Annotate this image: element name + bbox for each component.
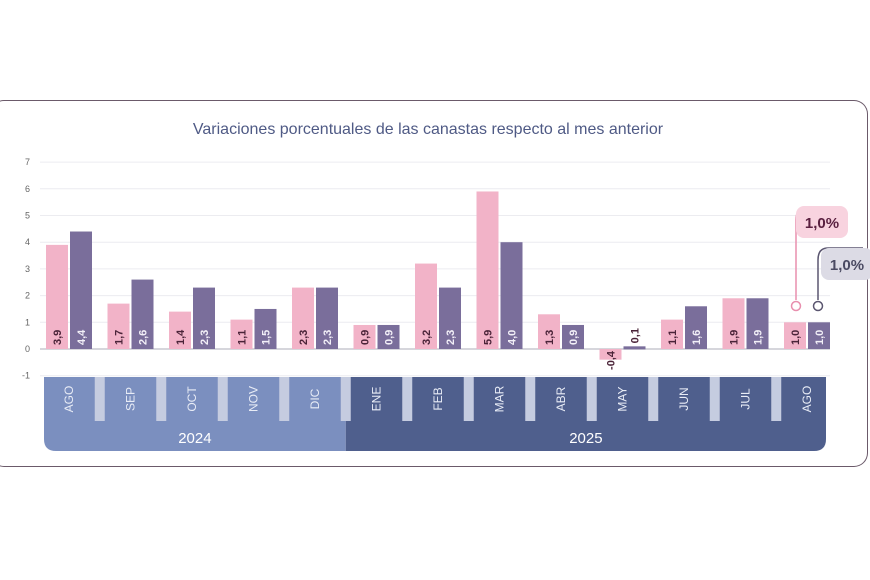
value-label: -0,4	[606, 350, 618, 370]
pink-bar	[476, 191, 499, 349]
month-label: JUN	[677, 387, 691, 410]
month-separator	[463, 377, 474, 421]
month-label: AGO	[62, 386, 76, 413]
month-label: FEB	[431, 387, 445, 410]
value-label: 2,3	[298, 330, 310, 345]
month-label: MAR	[493, 385, 507, 412]
purple-bar	[439, 287, 461, 349]
callout-line	[817, 247, 863, 300]
value-label: 3,2	[421, 330, 433, 345]
value-label: 1,0	[790, 330, 802, 345]
month-separator	[94, 377, 105, 421]
callout-marker	[790, 300, 802, 312]
value-label: 2,6	[138, 330, 150, 345]
pink-bar	[169, 311, 191, 349]
value-label: 1,7	[114, 330, 126, 345]
month-separator	[340, 377, 351, 421]
month-separator	[586, 377, 597, 421]
month-separator	[709, 377, 720, 421]
callout-label: 1,0%	[805, 215, 839, 232]
y-tick-label: 3	[25, 264, 30, 274]
pink-bar	[230, 319, 253, 349]
month-label: ENE	[370, 387, 384, 412]
value-label: 2,3	[199, 330, 211, 345]
purple-bar	[193, 287, 215, 349]
pink-bar	[661, 319, 683, 349]
purple-bar	[623, 346, 646, 350]
purple-bar	[70, 231, 92, 349]
month-label: NOV	[247, 386, 261, 412]
pink-bar	[107, 303, 130, 349]
value-label: 1,3	[544, 330, 556, 345]
callout-marker	[812, 300, 824, 312]
month-label: OCT	[185, 386, 199, 412]
y-tick-label: 4	[25, 237, 30, 247]
month-label: JUL	[739, 388, 753, 410]
month-separator	[156, 377, 167, 421]
pink-bar	[46, 244, 68, 349]
value-label: 1,0	[814, 330, 826, 345]
value-label: 1,6	[691, 330, 703, 345]
purple-bar	[131, 279, 154, 349]
pink-bar	[784, 322, 806, 349]
month-separator	[279, 377, 290, 421]
value-label: 5,9	[483, 330, 495, 345]
y-tick-label: 0	[25, 344, 30, 354]
month-separator	[648, 377, 659, 421]
pink-bar	[353, 324, 376, 349]
value-label: 2,3	[445, 330, 457, 345]
y-tick-label: -1	[22, 371, 30, 381]
value-label: 1,9	[729, 330, 741, 345]
purple-bar	[500, 242, 523, 349]
value-label: 0,9	[568, 330, 580, 345]
month-label: SEP	[124, 387, 138, 411]
chart-title: Variaciones porcentuales de las canastas…	[193, 121, 664, 138]
month-label: ABR	[554, 386, 568, 411]
month-separator	[525, 377, 536, 421]
value-label: 0,9	[384, 330, 396, 345]
purple-bar	[316, 287, 338, 349]
month-label: DIC	[308, 388, 322, 409]
value-label: 0,9	[360, 330, 372, 345]
month-separator	[217, 377, 228, 421]
pink-bar	[538, 314, 560, 349]
year-label: 2024	[178, 430, 211, 447]
month-separator	[402, 377, 413, 421]
value-label: 0,1	[630, 328, 642, 343]
y-tick-label: 6	[25, 184, 30, 194]
value-label: 4,0	[507, 330, 519, 345]
y-tick-label: 2	[25, 291, 30, 301]
pink-bar	[415, 263, 437, 349]
y-tick-label: 5	[25, 211, 30, 221]
value-label: 2,3	[322, 330, 334, 345]
y-tick-label: 7	[25, 157, 30, 167]
chart-frame	[0, 100, 868, 467]
purple-bar	[562, 324, 584, 349]
callout-label: 1,0%	[830, 257, 864, 274]
pink-bar	[599, 349, 622, 360]
month-label: AGO	[800, 386, 814, 413]
purple-bar	[254, 308, 277, 349]
month-label: MAY	[616, 386, 630, 411]
value-label: 4,4	[76, 329, 88, 345]
year-band	[44, 377, 346, 451]
value-label: 1,1	[667, 330, 679, 345]
value-label: 1,1	[237, 330, 249, 345]
callout-box-purple	[821, 248, 870, 280]
value-label: 1,9	[753, 330, 765, 345]
value-label: 1,4	[175, 329, 187, 345]
pink-bar	[292, 287, 314, 349]
y-tick-label: 1	[25, 317, 30, 327]
callout-box-pink	[796, 206, 848, 238]
purple-bar	[685, 306, 707, 349]
purple-bar	[746, 298, 769, 349]
value-label: 1,5	[261, 330, 273, 345]
year-label: 2025	[569, 430, 602, 447]
value-label: 3,9	[52, 330, 64, 345]
purple-bar	[377, 324, 400, 349]
pink-bar	[722, 298, 745, 349]
month-separator	[771, 377, 782, 421]
purple-bar	[808, 322, 830, 349]
